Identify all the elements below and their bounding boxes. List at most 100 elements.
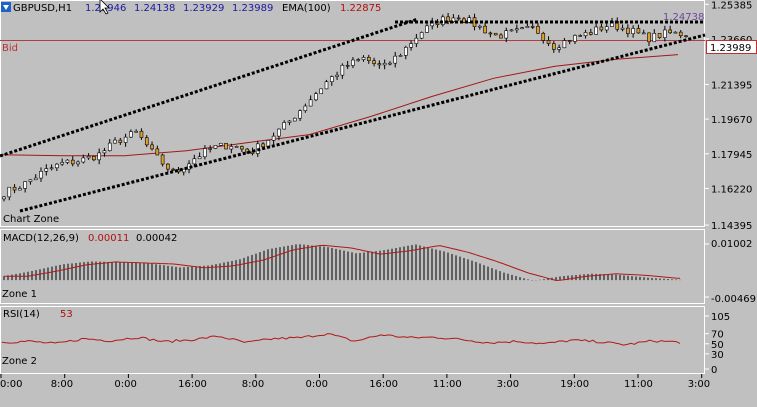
- candle-bull: [65, 159, 70, 163]
- time-tick-label: 0:00: [306, 379, 328, 390]
- candle-bear: [589, 32, 593, 35]
- macd-histogram: [3, 244, 681, 281]
- rsi-zone-label: Zone 2: [2, 356, 37, 367]
- candle-bull: [562, 40, 567, 49]
- time-tick-label: 16:00: [178, 379, 207, 390]
- candle-bull: [107, 142, 112, 151]
- candle-bull: [277, 128, 281, 137]
- bid-label: Bid: [2, 43, 18, 54]
- candle-bull: [123, 136, 128, 143]
- close-value: 1.23989: [232, 3, 273, 14]
- ema-line: [1, 54, 679, 157]
- candle-bear: [488, 32, 493, 35]
- candle-bear: [636, 28, 641, 34]
- candle-bull: [86, 156, 91, 159]
- candle-bull: [208, 148, 212, 150]
- candle-bull: [388, 62, 392, 65]
- candle-bull: [393, 55, 398, 64]
- candle-bull: [504, 30, 509, 39]
- candle-bear: [626, 27, 630, 34]
- time-tick-label: 8:00: [242, 379, 264, 390]
- price-tick-label: 1.21395: [711, 80, 752, 91]
- mouse-cursor-icon: [99, 0, 110, 15]
- rsi-value: 53: [60, 309, 73, 320]
- candle-bull: [419, 32, 424, 39]
- candle-bear: [166, 163, 170, 170]
- candle-bear: [599, 26, 604, 31]
- candle-bull: [604, 26, 609, 31]
- candle-bull: [303, 105, 308, 111]
- upper-channel-line[interactable]: [0, 17, 419, 158]
- candle-bull: [467, 17, 472, 23]
- candle-bull: [76, 161, 80, 165]
- candle-bear: [668, 29, 672, 34]
- candle-bear: [118, 139, 123, 143]
- candle-bull: [18, 188, 22, 191]
- candle-bull: [557, 47, 561, 50]
- candle-bull: [229, 146, 234, 150]
- candle-bear: [657, 33, 662, 38]
- macd-zone-label: Zone 1: [2, 289, 37, 300]
- time-tick-label: 11:00: [624, 379, 653, 390]
- candle-bull: [23, 181, 27, 189]
- candle-bull: [49, 167, 54, 170]
- time-tick-label: 16:00: [369, 379, 398, 390]
- candle-bull: [583, 32, 588, 37]
- candle-bull: [451, 17, 456, 22]
- rsi-tick-label: 70: [711, 330, 724, 341]
- candlesticks: [2, 13, 688, 202]
- candle-bear: [150, 144, 154, 150]
- time-tick-label: 3:00: [497, 379, 519, 390]
- candle-bull: [403, 47, 408, 56]
- price-tick-label: 1.25385: [711, 0, 752, 11]
- candle-bull: [44, 168, 49, 172]
- candle-bear: [345, 64, 350, 67]
- candle-bear: [171, 168, 175, 171]
- candle-bull: [515, 28, 519, 31]
- candle-bull: [319, 88, 324, 95]
- candle-bull: [197, 156, 202, 160]
- macd-pane-border: [0, 229, 705, 304]
- time-tick-label: 8:00: [51, 379, 73, 390]
- candle-bull: [351, 59, 355, 66]
- candle-bull: [102, 150, 107, 154]
- candle-bull: [113, 139, 117, 144]
- candle-bull: [324, 81, 329, 90]
- candle-bull: [203, 148, 207, 158]
- ema-value: 1.22875: [340, 3, 381, 14]
- candle-bear: [552, 43, 556, 50]
- candle-bull: [525, 26, 530, 28]
- candle-bull: [335, 74, 339, 77]
- candle-bull: [652, 33, 657, 43]
- candle-bull: [509, 29, 514, 32]
- macd-axis-bottom: -0.00469: [711, 294, 756, 305]
- chart-header: GBPUSD,H1 1.23946 1.24138 1.23929 1.2398…: [1, 2, 381, 14]
- time-axis: 0:00 8:00 0:00 16:00 8:00 0:00 16:00 11:00 3:00 1…: [0, 374, 710, 390]
- candle-bear: [240, 146, 244, 150]
- candle-bull: [292, 117, 297, 122]
- time-tick-label: 11:00: [433, 379, 462, 390]
- candle-bull: [298, 110, 302, 119]
- macd-signal-line: [4, 244, 681, 282]
- candle-bull: [356, 59, 361, 61]
- rsi-tick-label: 50: [711, 340, 724, 351]
- rsi-line: [1, 333, 681, 346]
- candle-bull: [673, 31, 678, 34]
- lower-channel-line[interactable]: [19, 33, 706, 213]
- candle-bull: [520, 27, 524, 30]
- price-tick-label: 1.16220: [711, 184, 752, 195]
- rsi-tick-label: 30: [711, 350, 724, 361]
- candle-bull: [329, 76, 334, 83]
- candle-bear: [245, 148, 249, 153]
- macd-axis-top: 0.01002: [711, 239, 752, 250]
- candle-bear: [456, 17, 461, 20]
- candle-bull: [2, 196, 6, 200]
- arrow-down-glyph: [3, 5, 9, 10]
- ema-label: EMA(100): [282, 3, 331, 14]
- bid-price-value: 1.23989: [710, 43, 751, 54]
- candle-bull: [382, 62, 387, 66]
- candle-bear: [499, 34, 503, 39]
- candle-bull: [55, 163, 59, 169]
